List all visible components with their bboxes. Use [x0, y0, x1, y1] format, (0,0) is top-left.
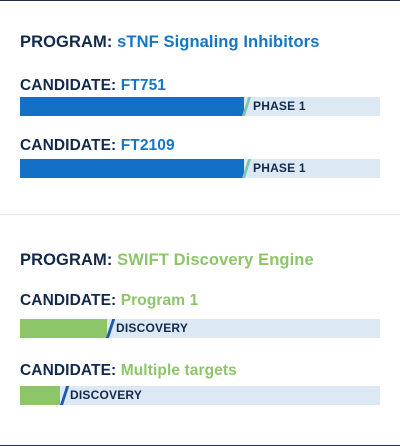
- stage-progress-bar: PHASE 1: [20, 97, 380, 116]
- top-rule: [0, 0, 400, 1]
- section-divider: [0, 214, 400, 215]
- candidate-name: FT751: [120, 77, 167, 94]
- progress-slash: [60, 386, 70, 405]
- stage-progress-fill: [20, 319, 107, 338]
- stage-label: PHASE 1: [253, 99, 306, 113]
- candidate-label: CANDIDATE:: [20, 292, 117, 309]
- candidate-heading: CANDIDATE: FT751: [20, 77, 390, 95]
- candidate-heading: CANDIDATE: Multiple targets: [20, 362, 390, 380]
- progress-slash: [106, 319, 116, 338]
- stage-label: DISCOVERY: [70, 388, 143, 402]
- stage-label: DISCOVERY: [116, 321, 189, 335]
- candidate-name: FT2109: [120, 137, 175, 154]
- program-name: sTNF Signaling Inhibitors: [117, 33, 320, 51]
- program-label: PROGRAM:: [20, 33, 113, 51]
- program-heading: PROGRAM: SWIFT Discovery Engine: [20, 251, 390, 270]
- candidate-label: CANDIDATE:: [20, 77, 117, 94]
- candidate-name: Multiple targets: [120, 362, 237, 379]
- program-name: SWIFT Discovery Engine: [117, 251, 314, 269]
- candidate-heading: CANDIDATE: FT2109: [20, 137, 390, 155]
- candidate-name: Program 1: [120, 292, 199, 309]
- stage-progress-fill: [20, 97, 244, 116]
- stage-progress-fill: [20, 386, 60, 405]
- candidate-label: CANDIDATE:: [20, 362, 117, 379]
- stage-progress-fill: [20, 159, 244, 178]
- candidate-label: CANDIDATE:: [20, 137, 117, 154]
- stage-label: PHASE 1: [253, 161, 306, 175]
- stage-progress-bar: PHASE 1: [20, 159, 380, 178]
- stage-progress-bar: DISCOVERY: [20, 319, 380, 338]
- program-heading: PROGRAM: sTNF Signaling Inhibitors: [20, 33, 390, 52]
- program-label: PROGRAM:: [20, 251, 113, 269]
- candidate-heading: CANDIDATE: Program 1: [20, 292, 390, 310]
- stage-progress-bar: DISCOVERY: [20, 386, 380, 405]
